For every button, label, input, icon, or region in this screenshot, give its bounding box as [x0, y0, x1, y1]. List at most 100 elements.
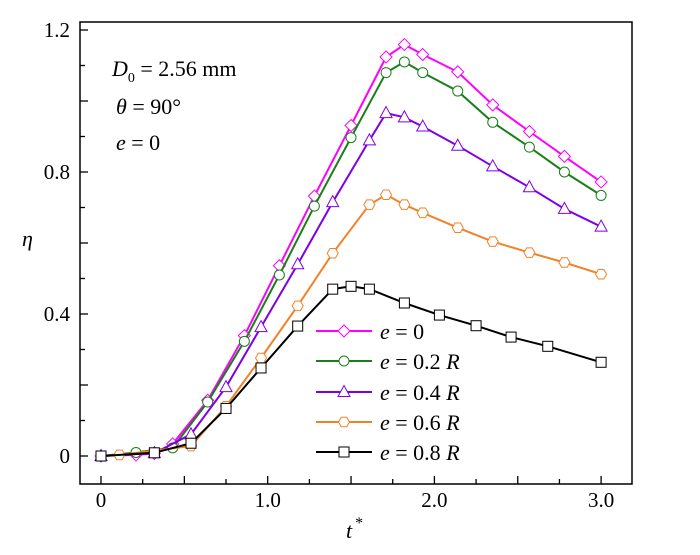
legend-item: e = 0 — [316, 319, 424, 344]
data-point-triangle — [254, 319, 268, 333]
x-axis-label: t * — [346, 515, 363, 543]
data-point-square — [595, 356, 607, 368]
annotation-d0: D0 = 2.56 mm — [111, 56, 237, 86]
data-point-square — [292, 320, 304, 332]
data-point-diamond — [522, 124, 537, 139]
data-point-hexagon — [558, 257, 571, 268]
x-tick-label: 2.0 — [421, 488, 447, 512]
data-point-diamond — [486, 98, 500, 112]
annotation-e: e = 0 — [116, 130, 160, 155]
data-point-diamond — [379, 50, 393, 64]
data-point-hexagon — [326, 248, 339, 259]
data-point-circle — [308, 200, 320, 212]
plot-frame — [79, 21, 633, 485]
data-point-square — [95, 450, 107, 462]
y-tick-label: 0.8 — [44, 160, 70, 184]
data-point-triangle — [325, 194, 340, 208]
annotation-theta: θ = 90° — [116, 94, 181, 119]
data-point-triangle — [557, 201, 572, 214]
data-point-circle — [273, 269, 285, 281]
legend-label: e = 0.8 R — [380, 440, 460, 465]
data-point-diamond — [344, 118, 358, 133]
data-point-hexagon — [254, 352, 268, 364]
data-point-triangle — [450, 138, 465, 151]
data-point-circle — [380, 67, 392, 79]
x-tick-label: 3.0 — [588, 488, 614, 512]
data-point-square — [338, 446, 350, 458]
data-point-square — [505, 331, 517, 343]
data-point-diamond — [337, 324, 351, 338]
data-point-triangle — [337, 384, 351, 397]
data-point-square — [185, 437, 197, 449]
data-point-square — [542, 340, 554, 352]
legend-label: e = 0 — [380, 319, 424, 344]
data-point-triangle — [397, 109, 412, 123]
series-line — [100, 193, 602, 457]
data-point-triangle — [522, 179, 537, 193]
data-point-circle — [417, 67, 429, 79]
data-point-diamond — [397, 37, 412, 52]
legend-item: e = 0.4 R — [316, 380, 460, 405]
data-point-square — [255, 362, 267, 374]
data-point-circle — [558, 166, 570, 178]
data-point-square — [363, 283, 375, 295]
data-point-triangle — [379, 105, 393, 119]
series-line — [100, 60, 602, 457]
data-point-square — [470, 320, 482, 332]
y-axis-label: η — [22, 226, 33, 251]
data-point-triangle — [362, 132, 377, 146]
data-point-circle — [452, 85, 464, 97]
data-point-hexagon — [416, 207, 429, 219]
legend-label: e = 0.2 R — [380, 349, 460, 374]
data-point-circle — [398, 56, 410, 68]
legend: e = 0 e = 0.2 R e = 0.4 R e = 0.6 R e = 0.8 … — [316, 319, 460, 465]
data-point-triangle — [594, 219, 608, 232]
data-point-diamond — [451, 65, 465, 79]
data-point-triangle — [290, 256, 305, 270]
data-point-hexagon — [398, 199, 411, 210]
series-3 — [94, 189, 608, 462]
data-point-hexagon — [523, 247, 536, 258]
legend-label: e = 0.4 R — [380, 380, 460, 405]
data-point-triangle — [415, 119, 430, 132]
data-point-hexagon — [337, 416, 351, 428]
data-point-square — [220, 402, 232, 414]
data-point-square — [433, 309, 445, 321]
legend-item: e = 0.8 R — [316, 440, 460, 465]
y-tick-label: 0 — [60, 444, 71, 468]
data-point-circle — [338, 355, 350, 367]
annotation-block: D0 = 2.56 mm θ = 90° e = 0 — [111, 56, 237, 155]
data-point-diamond — [557, 149, 572, 164]
legend-item: e = 0.6 R — [316, 410, 460, 435]
series-line — [100, 285, 602, 457]
data-point-circle — [487, 116, 499, 128]
data-point-hexagon — [595, 268, 608, 280]
data-point-square — [327, 283, 339, 295]
legend-item: e = 0.2 R — [316, 349, 460, 374]
data-point-circle — [523, 141, 535, 153]
data-point-hexagon — [486, 236, 499, 247]
data-point-diamond — [416, 47, 430, 62]
legend-label: e = 0.6 R — [380, 410, 460, 435]
series-4 — [95, 280, 607, 462]
data-point-square — [345, 280, 357, 292]
data-point-circle — [345, 132, 357, 144]
axis-ticks: 0 1.0 2.0 3.0 0 0.4 0.8 1.2 — [44, 18, 614, 512]
data-point-diamond — [594, 175, 608, 189]
data-point-triangle — [219, 379, 233, 393]
data-point-hexagon — [451, 222, 464, 233]
data-point-hexagon — [363, 199, 376, 210]
x-tick-label: 1.0 — [255, 488, 281, 512]
y-tick-label: 0.4 — [44, 302, 71, 326]
data-point-hexagon — [291, 300, 304, 312]
series-group — [94, 37, 608, 463]
data-point-triangle — [485, 158, 500, 172]
data-point-hexagon — [379, 189, 393, 200]
data-point-square — [398, 297, 410, 309]
data-point-circle — [595, 189, 607, 201]
series-line — [100, 111, 602, 457]
data-point-circle — [202, 396, 214, 408]
y-tick-label: 1.2 — [44, 18, 70, 42]
data-point-square — [148, 447, 160, 459]
